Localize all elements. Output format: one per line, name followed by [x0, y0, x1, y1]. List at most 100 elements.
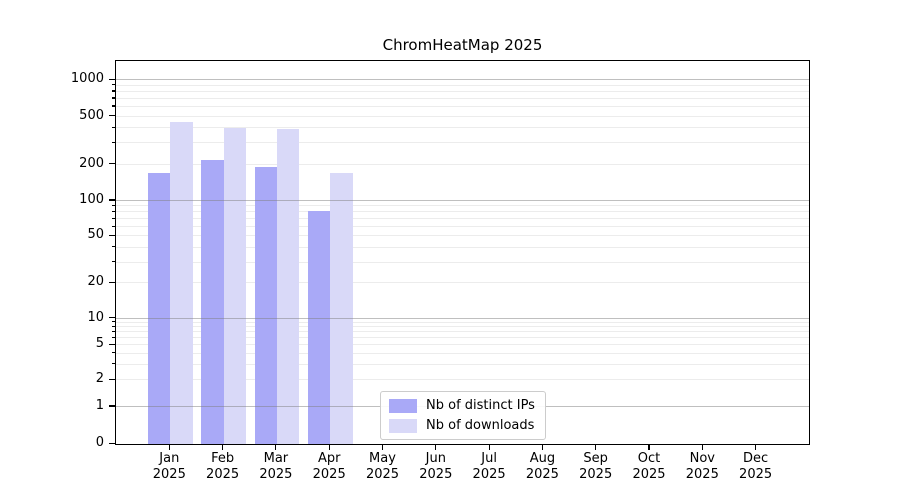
legend-item-downloads: Nb of downloads	[389, 418, 535, 433]
gridline-minor	[116, 352, 809, 354]
gridline-minor	[116, 226, 809, 228]
gridline-minor	[116, 106, 809, 107]
gridline-minor	[116, 246, 809, 248]
y-minor-tick-mark	[111, 115, 115, 117]
gridline-major	[116, 200, 809, 201]
y-minor-tick-mark	[111, 352, 115, 354]
y-tick-label: 100	[79, 191, 104, 207]
y-tick-label: 200	[79, 155, 104, 171]
bar-downloads	[223, 128, 246, 444]
y-tick-label: 20	[87, 274, 104, 290]
legend-label-distinct-ips: Nb of distinct IPs	[426, 398, 535, 413]
legend: Nb of distinct IPs Nb of downloads	[380, 391, 546, 440]
gridline-minor	[116, 205, 809, 207]
gridline-minor	[116, 282, 809, 284]
legend-swatch-distinct-ips	[389, 398, 417, 413]
x-tick-label: Nov 2025	[685, 451, 719, 482]
y-tick-mark	[109, 199, 115, 201]
y-minor-tick-mark	[111, 378, 115, 380]
y-tick-label: 1	[95, 397, 104, 413]
x-tick-label: Feb 2025	[206, 451, 240, 482]
x-tick-label: Jul 2025	[472, 451, 506, 482]
y-tick-label: 5	[95, 336, 104, 352]
y-tick-mark	[109, 78, 115, 80]
y-minor-tick-mark	[111, 204, 115, 207]
gridline-minor	[116, 321, 809, 323]
y-minor-tick-mark	[111, 126, 115, 128]
legend-item-distinct-ips: Nb of distinct IPs	[389, 398, 535, 413]
gridline-minor	[116, 331, 809, 333]
y-minor-tick-mark	[111, 105, 115, 107]
y-minor-tick-mark	[111, 90, 115, 92]
y-tick-label: 50	[87, 227, 104, 243]
y-minor-tick-mark	[111, 363, 115, 365]
y-minor-tick-mark	[111, 97, 115, 99]
gridline-minor	[116, 211, 809, 213]
x-tick-mark	[328, 445, 330, 450]
bar-distinct-ips	[307, 210, 331, 444]
y-tick-label: 2	[95, 371, 104, 387]
y-tick-label: 0	[95, 435, 104, 450]
gridline-minor	[116, 326, 809, 328]
y-minor-tick-mark	[111, 210, 115, 213]
x-tick-mark	[275, 445, 277, 450]
bar-distinct-ips	[147, 173, 171, 444]
y-minor-tick-mark	[111, 336, 115, 338]
bar-downloads	[276, 128, 300, 444]
y-minor-tick-mark	[111, 281, 115, 283]
x-tick-label: Aug 2025	[525, 451, 559, 482]
y-minor-tick-mark	[111, 141, 115, 144]
x-tick-label: Jan 2025	[152, 451, 186, 482]
gridline-minor	[116, 379, 809, 381]
y-tick-mark	[109, 317, 115, 319]
bar-downloads	[170, 121, 193, 444]
x-tick-mark	[435, 445, 437, 450]
gridline-minor	[116, 261, 809, 263]
x-tick-label: Apr 2025	[312, 451, 346, 482]
bar-downloads	[330, 173, 353, 444]
gridline-major	[116, 317, 809, 319]
y-minor-tick-mark	[111, 321, 115, 323]
y-minor-tick-mark	[111, 246, 115, 248]
y-minor-tick-mark	[111, 261, 115, 263]
gridline-minor	[116, 218, 809, 220]
gridline-minor	[116, 235, 809, 237]
x-tick-label: Mar 2025	[259, 451, 293, 482]
legend-swatch-downloads	[389, 418, 417, 433]
x-tick-label: Oct 2025	[632, 451, 666, 482]
gridline-major	[116, 79, 809, 81]
gridline-minor	[116, 142, 809, 144]
x-tick-mark	[488, 445, 490, 450]
x-tick-mark	[701, 445, 703, 450]
chart-title: ChromHeatMap 2025	[382, 36, 543, 54]
y-tick-label: 10	[87, 309, 104, 325]
x-tick-mark	[381, 445, 384, 450]
x-tick-mark	[168, 445, 170, 450]
y-minor-tick-mark	[111, 343, 115, 345]
gridline-minor	[116, 115, 809, 117]
y-minor-tick-mark	[111, 84, 115, 86]
x-tick-mark	[541, 445, 543, 450]
x-tick-label: Sep 2025	[579, 451, 613, 482]
y-minor-tick-mark	[111, 163, 115, 165]
x-tick-mark	[648, 445, 650, 450]
gridline-minor	[116, 337, 809, 339]
y-minor-tick-mark	[111, 225, 115, 227]
bar-distinct-ips	[201, 159, 224, 444]
bar-distinct-ips	[254, 167, 277, 444]
x-tick-label: May 2025	[365, 451, 400, 482]
y-minor-tick-mark	[111, 325, 115, 327]
y-tick-mark	[109, 405, 115, 407]
gridline-minor	[116, 90, 809, 92]
legend-label-downloads: Nb of downloads	[426, 418, 535, 433]
gridline-minor	[116, 344, 809, 346]
y-tick-mark	[109, 442, 115, 444]
x-tick-label: Dec 2025	[739, 451, 773, 482]
x-tick-label: Jun 2025	[419, 451, 453, 482]
y-tick-label: 500	[79, 107, 104, 123]
gridline-minor	[116, 84, 809, 86]
gridline-minor	[116, 363, 809, 365]
x-tick-mark	[595, 445, 597, 450]
y-tick-label: 1000	[70, 71, 104, 87]
